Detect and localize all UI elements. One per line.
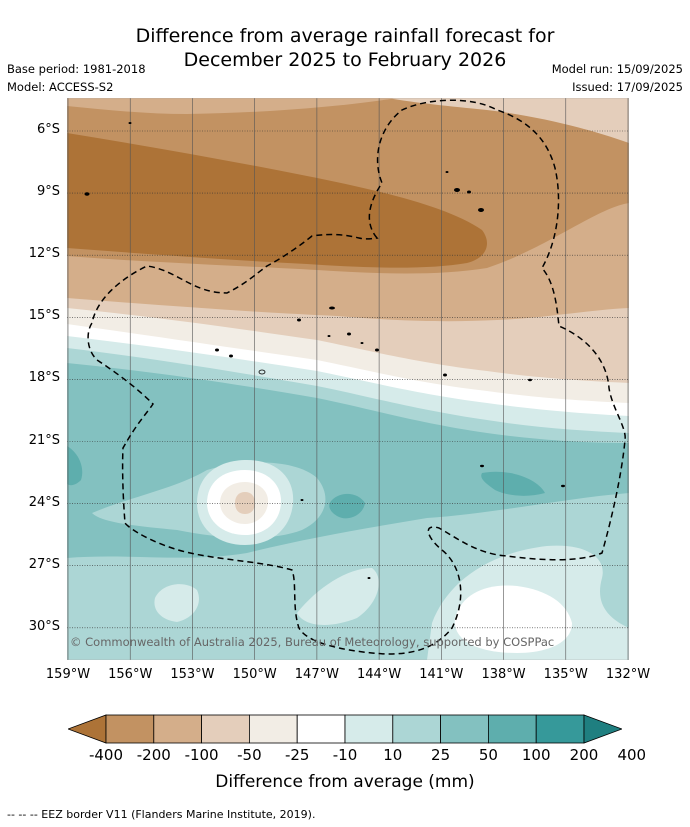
dry-patch-core [235,492,255,514]
map-copyright: © Commonwealth of Australia 2025, Bureau… [70,635,554,649]
graticule [67,98,629,660]
wet-patch-east-24S [481,471,545,496]
island [443,373,447,377]
colorbar-tick-label: 400 [617,746,647,764]
south-white-patch [454,585,572,653]
colorbar-segment [535,714,585,744]
longitude-label: 144°W [357,667,402,682]
wet-patch-west-22S [67,446,83,486]
latitude-label: 9°S [36,184,60,200]
wet-patch-centre-24S [329,493,365,519]
island [215,348,219,352]
colorbar-segment [153,714,203,744]
islands [84,122,565,579]
colorbar-segment [392,714,441,744]
island [480,464,484,468]
island [297,318,301,322]
band-upper-brown-cap [387,98,629,143]
colorbar-tick-label: 50 [478,746,498,764]
island [478,208,484,212]
south-light-patch-2 [297,568,379,625]
island [467,190,471,194]
colorbar-tick-label: -25 [284,746,310,764]
band-top-brown [67,98,397,114]
island [375,348,379,352]
model-run: Model run: 15/09/2025 [551,62,683,76]
rainfall-map: © Commonwealth of Australia 2025, Bureau… [67,98,629,660]
latitude-label: 12°S [28,246,60,262]
island [300,499,304,501]
longitude-label: 138°W [481,667,526,682]
band-minus200-to-minus400 [67,133,487,268]
island [347,332,351,336]
latitude-label: 21°S [28,432,60,448]
longitude-label: 147°W [294,667,339,682]
island [84,192,90,196]
colorbar-tick-label: 200 [569,746,599,764]
island [360,342,364,344]
island [327,335,331,337]
colorbar-extend-low [68,714,107,744]
map-title: Difference from average rainfall forecas… [0,24,690,72]
colorbar-segment [440,714,489,744]
latitude-label: 30°S [28,618,60,634]
island [329,306,335,310]
colorbar-tick-label: -200 [136,746,171,764]
colorbar-segment [201,714,250,744]
colorbar-tick-label: 25 [431,746,451,764]
longitude-label: 135°W [543,667,588,682]
meta-right: Model run: 15/09/2025 Issued: 17/09/2025 [552,60,683,96]
colorbar-tick-label: -10 [332,746,358,764]
island [229,354,233,358]
island [367,577,371,579]
longitude-label: 159°W [45,667,91,682]
south-light-patch-1 [154,584,199,622]
latitude-label: 24°S [28,494,60,510]
latitude-label: 15°S [28,308,60,324]
colorbar-tick-label: -400 [88,746,124,764]
issued-date: Issued: 17/09/2025 [572,80,683,94]
base-period: Base period: 1981-2018 [7,62,146,76]
longitude-label: 150°W [232,667,277,682]
lat-gridlines [67,130,629,629]
eez-border [87,99,626,655]
latitude-label: 6°S [36,122,60,137]
colorbar-tick-label: 100 [521,746,551,764]
longitude-label: 141°W [419,667,464,682]
island [528,378,532,382]
colorbar-segment [487,714,537,744]
island [445,171,449,173]
title-line-1: Difference from average rainfall forecas… [135,25,555,47]
colorbar-segment [105,714,155,744]
model-name: Model: ACCESS-S2 [7,80,114,94]
meta-left: Base period: 1981-2018 Model: ACCESS-S2 [7,60,146,96]
latitude-label: 27°S [28,556,60,572]
colorbar-segment [248,714,298,744]
rainfall-bands [67,98,629,660]
island [454,188,460,192]
colorbar-segment [344,714,394,744]
colorbar [68,714,622,744]
longitude-label: 156°W [108,667,153,682]
colorbar-label: Difference from average (mm) [215,772,475,792]
longitude-label: 153°W [170,667,215,682]
colorbar-extend-high [583,714,622,744]
colorbar-tick-label: 10 [383,746,403,764]
colorbar-segment [296,714,346,744]
eez-footnote: -- -- -- EEZ border V11 (Flanders Marine… [7,808,316,821]
colorbar-tick-label: -50 [237,746,262,764]
longitude-label: 132°W [605,667,651,682]
colorbar-tick-label: -100 [184,746,219,764]
title-line-2: December 2025 to February 2026 [183,49,507,71]
island [561,484,565,488]
island [258,369,266,375]
latitude-label: 18°S [28,370,60,386]
island [128,122,132,124]
